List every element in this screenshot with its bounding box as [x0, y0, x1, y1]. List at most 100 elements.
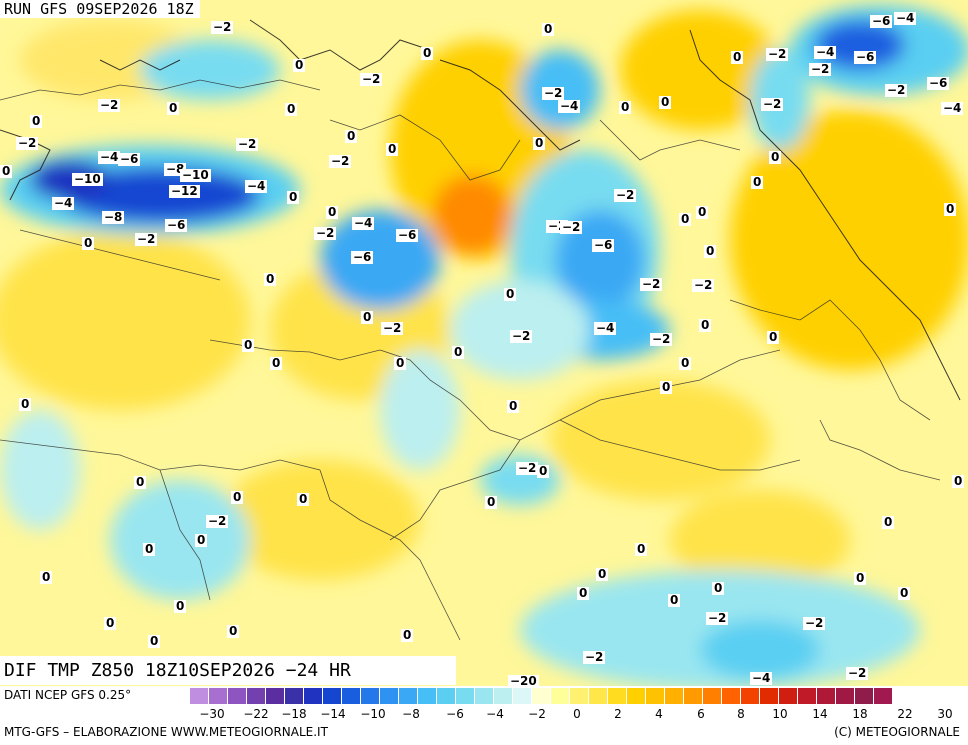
contour-value-label: −4 [352, 216, 375, 230]
scale-tick-label: 6 [697, 707, 705, 721]
scale-swatch [760, 688, 779, 704]
contour-value-label: −2 [135, 232, 158, 246]
contour-value-label: −2 [516, 461, 539, 475]
contour-value-label: −12 [169, 184, 200, 198]
scale-tick-label: −10 [360, 707, 386, 721]
scale-swatch [874, 688, 893, 704]
contour-value-label: −6 [396, 228, 419, 242]
contour-value-label: −6 [870, 14, 893, 28]
contour-value-label: 0 [619, 100, 632, 114]
scale-swatch [684, 688, 703, 704]
contour-value-label: −2 [583, 650, 606, 664]
contour-value-label: −6 [165, 218, 188, 232]
contour-value-label: 0 [507, 399, 520, 413]
scale-swatch [380, 688, 399, 704]
scale-tick-label: −30 [199, 707, 225, 721]
contour-value-label: 0 [104, 616, 117, 630]
contour-value-label: 0 [293, 58, 306, 72]
contour-value-label: 0 [485, 495, 498, 509]
footer: DATI NCEP GFS 0.25° −30 −22 −18 −14 −10 −8 −6−… [0, 686, 968, 745]
contour-value-label: 0 [699, 318, 712, 332]
contour-value-label: 0 [401, 628, 414, 642]
contour-value-label: 0 [659, 95, 672, 109]
contour-value-label: 0 [285, 102, 298, 116]
contour-value-label: 0 [231, 490, 244, 504]
scale-tick-label: −22 [243, 707, 269, 721]
scale-tick-label: 14 [812, 707, 828, 721]
country-borders [0, 79, 941, 641]
scale-swatch [798, 688, 817, 704]
contour-value-label: −2 [885, 83, 908, 97]
contour-value-label: −8 [102, 210, 125, 224]
scale-swatch [266, 688, 285, 704]
contour-value-label: 0 [537, 464, 550, 478]
scale-tick-label: 10 [772, 707, 788, 721]
contour-value-label: 0 [270, 356, 283, 370]
scale-swatch [589, 688, 608, 704]
scale-tick-label: 30 [937, 707, 953, 721]
contour-value-label: 0 [195, 533, 208, 547]
contour-value-label: −6 [592, 238, 615, 252]
contour-value-label: −4 [894, 11, 917, 25]
contour-value-label: −6 [118, 152, 141, 166]
scale-swatch [456, 688, 475, 704]
anomaly-shading [0, 5, 968, 686]
contour-value-label: 0 [394, 356, 407, 370]
scale-swatch [551, 688, 570, 704]
contour-value-label: 0 [30, 114, 43, 128]
contour-value-label: −2 [236, 137, 259, 151]
color-scale-bar [190, 688, 893, 704]
contour-value-label: 0 [0, 164, 13, 178]
credit-right: (C) METEOGIORNALE [834, 725, 960, 739]
contour-value-label: −10 [72, 172, 103, 186]
contour-value-label: 0 [174, 599, 187, 613]
scale-swatch [399, 688, 418, 704]
scale-tick-label: −4 [486, 707, 504, 721]
contour-value-label: −2 [614, 188, 637, 202]
scale-swatch [570, 688, 589, 704]
run-label: RUN GFS 09SEP2026 18Z [0, 0, 200, 18]
contour-value-label: −2 [329, 154, 352, 168]
contour-value-label: 0 [297, 492, 310, 506]
scale-swatch [209, 688, 228, 704]
scale-tick-label: 0 [573, 707, 581, 721]
contour-value-label: 0 [242, 338, 255, 352]
scale-swatch [361, 688, 380, 704]
contour-value-label: 0 [704, 244, 717, 258]
scale-tick-label: −14 [320, 707, 346, 721]
contour-value-label: 0 [148, 634, 161, 648]
contour-value-label: 0 [82, 236, 95, 250]
contour-value-label: 0 [452, 345, 465, 359]
scale-swatch [323, 688, 342, 704]
contour-value-label: −2 [542, 86, 565, 100]
contour-value-label: −10 [180, 168, 211, 182]
contour-value-label: −2 [803, 616, 826, 630]
scale-swatch [247, 688, 266, 704]
scale-swatch [228, 688, 247, 704]
scale-swatch [779, 688, 798, 704]
contour-value-label: −2 [360, 72, 383, 86]
contour-value-label: 0 [944, 202, 957, 216]
contour-value-label: 0 [577, 586, 590, 600]
scale-tick-label: 4 [655, 707, 663, 721]
scale-swatch [475, 688, 494, 704]
map-canvas [0, 5, 968, 686]
contour-value-label: 0 [19, 397, 32, 411]
scale-swatch [437, 688, 456, 704]
scale-swatch [494, 688, 513, 704]
scale-swatch [513, 688, 532, 704]
scale-swatch [665, 688, 684, 704]
data-source-label: DATI NCEP GFS 0.25° [4, 688, 132, 702]
contour-value-label: −8 [164, 162, 187, 176]
contour-value-label: 0 [421, 46, 434, 60]
contour-value-label: −4 [98, 150, 121, 164]
scale-swatch [817, 688, 836, 704]
contour-value-label: 0 [542, 22, 555, 36]
contour-value-label: 0 [635, 542, 648, 556]
contour-value-label: 0 [345, 129, 358, 143]
scale-swatch [532, 688, 551, 704]
contour-value-label: −4 [52, 196, 75, 210]
contour-value-label: 0 [854, 571, 867, 585]
contour-value-label: 0 [386, 142, 399, 156]
scale-tick-label: 8 [737, 707, 745, 721]
